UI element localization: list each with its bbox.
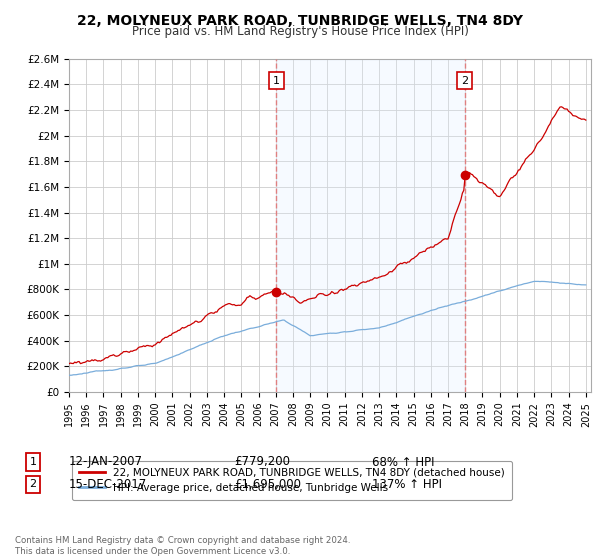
Text: 68% ↑ HPI: 68% ↑ HPI [372, 455, 434, 469]
Text: £1,695,000: £1,695,000 [234, 478, 301, 491]
Text: 2: 2 [29, 479, 37, 489]
Text: 137% ↑ HPI: 137% ↑ HPI [372, 478, 442, 491]
Text: £779,200: £779,200 [234, 455, 290, 469]
Text: Price paid vs. HM Land Registry's House Price Index (HPI): Price paid vs. HM Land Registry's House … [131, 25, 469, 38]
Text: 15-DEC-2017: 15-DEC-2017 [69, 478, 147, 491]
Legend: 22, MOLYNEUX PARK ROAD, TUNBRIDGE WELLS, TN4 8DY (detached house), HPI: Average : 22, MOLYNEUX PARK ROAD, TUNBRIDGE WELLS,… [71, 460, 512, 500]
Text: 2: 2 [461, 76, 468, 86]
Text: 22, MOLYNEUX PARK ROAD, TUNBRIDGE WELLS, TN4 8DY: 22, MOLYNEUX PARK ROAD, TUNBRIDGE WELLS,… [77, 14, 523, 28]
Bar [277, 59, 464, 392]
Text: 12-JAN-2007: 12-JAN-2007 [69, 455, 143, 469]
Text: 1: 1 [29, 457, 37, 467]
Text: Contains HM Land Registry data © Crown copyright and database right 2024.
This d: Contains HM Land Registry data © Crown c… [15, 536, 350, 556]
Text: 1: 1 [273, 76, 280, 86]
